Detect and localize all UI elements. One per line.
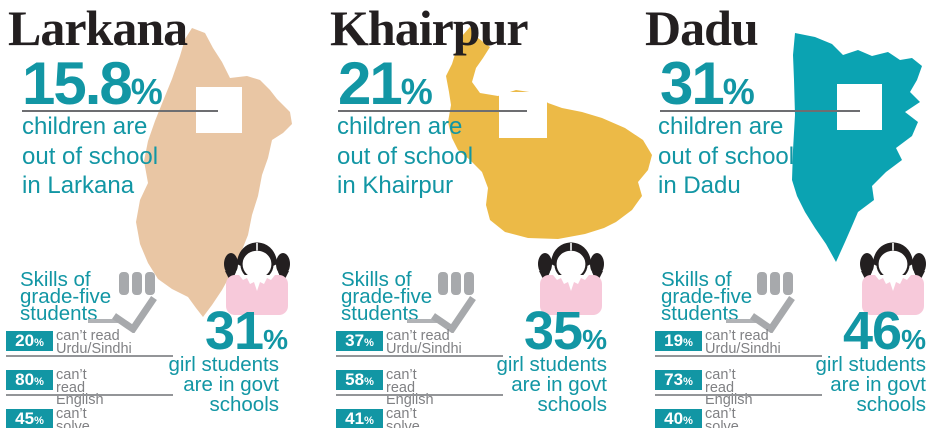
percent-sign: % xyxy=(683,376,693,388)
hand-writing-pencil-icon xyxy=(407,272,476,333)
skill-stat-value: 37 xyxy=(345,331,365,350)
percent-sign: % xyxy=(683,415,693,427)
skill-stat-badge: 73% xyxy=(655,370,702,390)
girls-in-govt-schools-caption: girl students are in govt schools xyxy=(496,353,607,416)
skill-stat-badge: 19% xyxy=(655,331,702,351)
percent-sign: % xyxy=(582,324,607,355)
row-divider xyxy=(336,394,503,396)
percent-sign: % xyxy=(130,71,163,112)
map-callout-square xyxy=(499,92,547,138)
percent-sign: % xyxy=(263,324,288,355)
skill-stat-label: can’t read English xyxy=(705,367,753,409)
out-of-school-caption: children are out of school in Khairpur xyxy=(337,113,474,199)
skill-stat-label: can’t read Urdu/Sindhi xyxy=(705,328,781,357)
percent-sign: % xyxy=(901,324,926,355)
skill-stat-label: can’t read English xyxy=(386,367,434,409)
skill-stat-value: 58 xyxy=(345,370,365,389)
larkana-map-shape xyxy=(136,28,292,317)
percent-sign: % xyxy=(722,71,755,112)
out-of-school-percentage: 31% xyxy=(660,54,755,116)
skill-stat-label: can’t solve maths sums xyxy=(386,406,420,428)
girls-in-govt-schools-caption: girl students are in govt schools xyxy=(815,353,926,416)
stat-pointer-line xyxy=(338,110,527,112)
schoolgirl-icon xyxy=(538,242,604,315)
skill-stat-badge: 80% xyxy=(6,370,53,390)
girls-in-govt-schools-percentage: 35% xyxy=(320,304,607,362)
row-divider xyxy=(336,355,503,357)
percent-sign: % xyxy=(400,71,433,112)
skill-stat-badge: 45% xyxy=(6,409,53,428)
khairpur-district-map xyxy=(446,27,652,239)
out-of-school-percentage: 15.8% xyxy=(22,54,163,116)
girls-in-govt-schools-percentage: 46% xyxy=(640,304,926,362)
skills-section-title: Skills of grade-five students xyxy=(661,268,753,326)
out-of-school-percentage: 21% xyxy=(338,54,433,116)
skill-stat-badge: 58% xyxy=(336,370,383,390)
district-title: Dadu xyxy=(645,0,759,56)
skill-stat-label: can’t solve maths sums xyxy=(705,406,739,428)
row-divider xyxy=(6,355,173,357)
panel-dadu: Dadu 31% children are out of school in D… xyxy=(640,0,950,428)
skill-stat-label: can’t solve maths sums xyxy=(56,406,90,428)
skill-stat-value: 19 xyxy=(664,331,684,350)
hand-writing-pencil-icon xyxy=(88,272,157,333)
panel-larkana: Larkana 15.8% children are out of school… xyxy=(0,0,316,428)
percent-sign: % xyxy=(34,415,44,427)
khairpur-map-shape xyxy=(446,27,652,239)
girls-percentage-value: 35 xyxy=(524,301,583,361)
stat-pointer-line xyxy=(22,110,218,112)
dadu-district-map xyxy=(792,33,922,262)
district-title: Larkana xyxy=(8,0,188,56)
percent-sign: % xyxy=(683,337,693,349)
skill-stat-value: 20 xyxy=(15,331,35,350)
skill-stat-label: can’t read Urdu/Sindhi xyxy=(56,328,132,357)
skill-stat-label: can’t read English xyxy=(56,367,104,409)
hand-writing-pencil-icon xyxy=(726,272,795,333)
percent-sign: % xyxy=(364,337,374,349)
out-of-school-value: 31 xyxy=(660,50,725,117)
percent-sign: % xyxy=(364,415,374,427)
dadu-map-shape xyxy=(792,33,922,262)
out-of-school-value: 21 xyxy=(338,50,403,117)
panel-khairpur: Khairpur 21% children are out of school … xyxy=(320,0,652,428)
larkana-district-map xyxy=(136,28,292,317)
girls-in-govt-schools-percentage: 31% xyxy=(0,304,288,362)
skill-stat-value: 80 xyxy=(15,370,35,389)
percent-sign: % xyxy=(364,376,374,388)
skill-stat-badge: 37% xyxy=(336,331,383,351)
skills-section-title: Skills of grade-five students xyxy=(341,268,433,326)
map-callout-square xyxy=(837,84,882,130)
girls-in-govt-schools-caption: girl students are in govt schools xyxy=(168,353,279,416)
row-divider xyxy=(6,394,173,396)
skill-stat-value: 45 xyxy=(15,409,35,428)
skill-stat-value: 41 xyxy=(345,409,365,428)
row-divider xyxy=(655,394,822,396)
skill-stat-label: can’t read Urdu/Sindhi xyxy=(386,328,462,357)
girls-percentage-value: 46 xyxy=(843,301,902,361)
out-of-school-caption: children are out of school in Dadu xyxy=(658,113,795,199)
percent-sign: % xyxy=(34,376,44,388)
skill-stat-badge: 41% xyxy=(336,409,383,428)
row-divider xyxy=(655,355,822,357)
percent-sign: % xyxy=(34,337,44,349)
skill-stat-badge: 40% xyxy=(655,409,702,428)
out-of-school-value: 15.8 xyxy=(22,50,133,117)
girls-percentage-value: 31 xyxy=(205,301,264,361)
schoolgirl-icon xyxy=(860,242,926,315)
out-of-school-caption: children are out of school in Larkana xyxy=(22,113,159,199)
skill-stat-value: 73 xyxy=(664,370,684,389)
stat-pointer-line xyxy=(660,110,860,112)
schoolgirl-icon xyxy=(224,242,290,315)
skill-stat-value: 40 xyxy=(664,409,684,428)
skill-stat-badge: 20% xyxy=(6,331,53,351)
skills-section-title: Skills of grade-five students xyxy=(20,268,112,326)
district-title: Khairpur xyxy=(330,0,529,56)
